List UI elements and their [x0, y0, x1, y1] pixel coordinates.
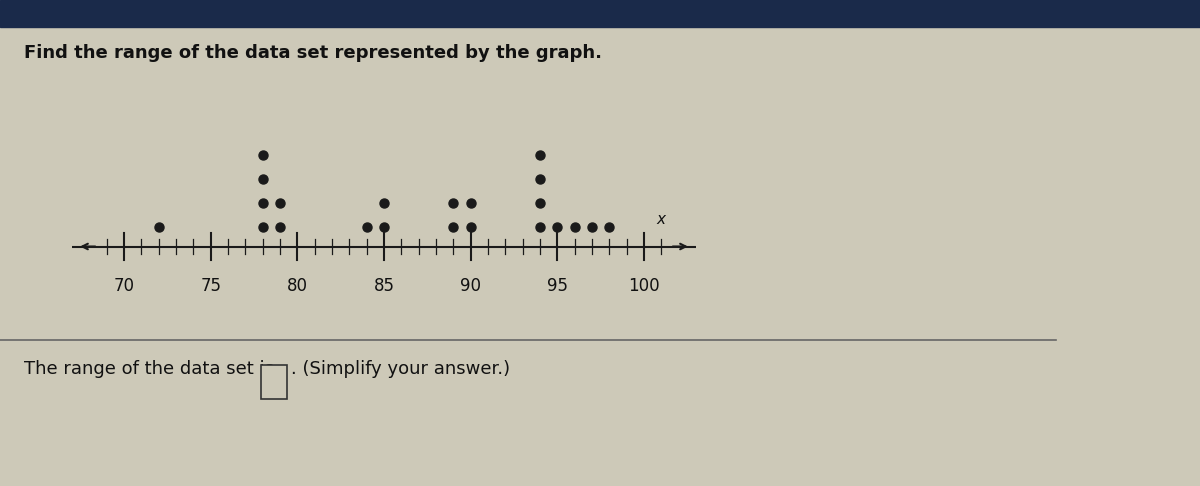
Text: x: x — [656, 212, 666, 227]
Text: 95: 95 — [547, 277, 568, 295]
Text: The range of the data set is: The range of the data set is — [24, 360, 280, 378]
Text: 75: 75 — [200, 277, 221, 295]
Text: Find the range of the data set represented by the graph.: Find the range of the data set represent… — [24, 44, 602, 62]
Text: 85: 85 — [373, 277, 395, 295]
Text: 80: 80 — [287, 277, 308, 295]
Text: 100: 100 — [628, 277, 660, 295]
Text: . (Simplify your answer.): . (Simplify your answer.) — [290, 360, 510, 378]
Text: 70: 70 — [114, 277, 134, 295]
Text: 90: 90 — [460, 277, 481, 295]
